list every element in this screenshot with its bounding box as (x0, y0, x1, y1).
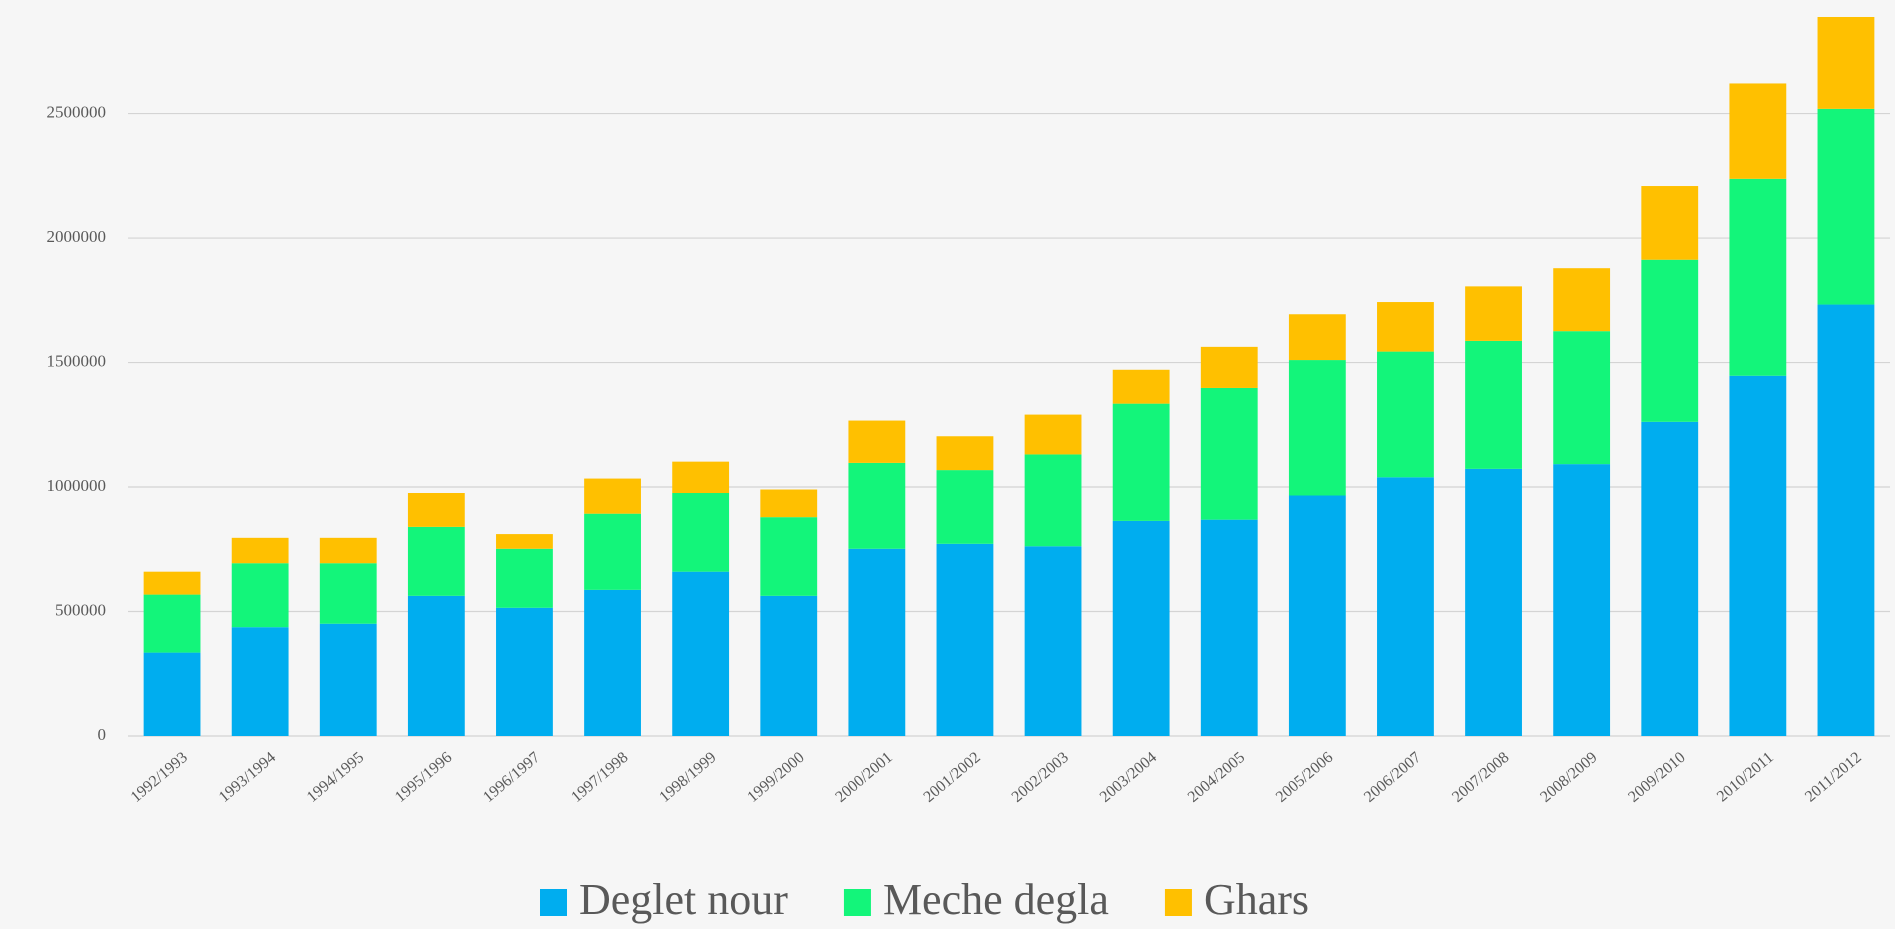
bar-segment (1377, 351, 1434, 478)
bar-segment (143, 652, 201, 736)
x-tick-label: 2002/2003 (1009, 749, 1072, 806)
bar-segment (1641, 186, 1699, 260)
x-tick-label: 2009/2010 (1625, 749, 1688, 806)
bar-segment (1024, 454, 1082, 547)
bar-segment (936, 436, 994, 471)
bar-segment (936, 470, 994, 544)
x-tick-label: 1992/1993 (128, 749, 191, 806)
x-tick-label: 2007/2008 (1449, 749, 1512, 806)
bar-segment (1288, 495, 1346, 736)
bar-segment (1641, 421, 1699, 736)
bar-segment (672, 571, 730, 736)
bar-segment (848, 420, 906, 463)
x-tick-label: 1999/2000 (744, 749, 807, 806)
y-tick-label: 1500000 (47, 351, 107, 370)
bar-segment (1024, 546, 1082, 736)
bar-segment (231, 563, 289, 628)
x-tick-label: 2010/2011 (1714, 749, 1777, 806)
bar-segment (1465, 340, 1522, 469)
bar-segment (1200, 346, 1258, 388)
legend-swatch (843, 889, 871, 916)
bar-segment (672, 493, 730, 572)
bar-segment (1200, 387, 1258, 520)
bar-segment (1729, 83, 1787, 179)
bar-segment (1288, 360, 1346, 496)
bar-segment (1817, 304, 1875, 736)
x-tick-label: 1998/1999 (656, 749, 719, 806)
legend-label: Ghars (1204, 875, 1309, 924)
bar-segment (1200, 519, 1258, 736)
bar-segment (1112, 403, 1170, 521)
bar-segment (848, 548, 906, 736)
y-tick-label: 2000000 (47, 227, 107, 246)
bar-segment (496, 607, 553, 736)
bar-segment (319, 623, 377, 736)
bar-segment (496, 534, 553, 549)
x-tick-label: 2008/2009 (1537, 749, 1600, 806)
x-tick-label: 2001/2002 (921, 749, 984, 806)
bar-segment (760, 595, 818, 736)
bar-segment (760, 517, 818, 596)
bar-segment (936, 543, 994, 736)
x-tick-label: 1995/1996 (392, 749, 455, 806)
bar-segment (319, 537, 377, 564)
bar-segment (584, 513, 641, 590)
bar-segment (1729, 178, 1787, 376)
bar-segment (1553, 268, 1611, 332)
bar-segment (1553, 331, 1611, 465)
bar-segment (1288, 314, 1346, 361)
bar-segment (1465, 468, 1522, 736)
bar-segment (407, 493, 465, 527)
bar-segment (760, 489, 818, 518)
x-tick-label: 1993/1994 (216, 749, 279, 806)
bar-segment (848, 462, 906, 549)
x-tick-label: 2005/2006 (1273, 749, 1336, 806)
y-tick-label: 0 (98, 725, 107, 744)
bar-segment (672, 461, 730, 494)
bar-segment (496, 548, 553, 608)
bar-segment (143, 571, 201, 595)
bar-segment (1377, 302, 1434, 352)
bar-segment (584, 478, 641, 514)
x-tick-label: 1994/1995 (304, 749, 367, 806)
bar-segment (1465, 286, 1522, 341)
y-tick-label: 2500000 (47, 102, 107, 121)
bar-segment (1641, 259, 1699, 422)
bar-segment (1112, 520, 1170, 736)
x-tick-label: 2006/2007 (1361, 749, 1424, 806)
y-tick-label: 1000000 (47, 476, 107, 495)
legend-swatch (1164, 889, 1192, 916)
bar-segment (407, 526, 465, 596)
x-tick-label: 2000/2001 (832, 749, 895, 806)
bar-segment (1729, 375, 1787, 736)
x-tick-label: 2011/2012 (1802, 749, 1865, 806)
x-tick-label: 2004/2005 (1185, 749, 1248, 806)
bar-segment (231, 627, 289, 736)
bar-segment (1817, 16, 1875, 109)
x-tick-label: 1997/1998 (568, 749, 631, 806)
bar-segment (143, 594, 201, 653)
bar-segment (1817, 108, 1875, 305)
bar-segment (1377, 477, 1434, 736)
bar-segment (1024, 414, 1082, 455)
legend-label: Meche degla (883, 875, 1109, 924)
x-tick-label: 2003/2004 (1097, 749, 1160, 806)
bar-segment (1553, 464, 1611, 736)
bar-segment (1112, 369, 1170, 404)
bar-segment (407, 595, 465, 736)
bar-segment (231, 537, 289, 564)
x-tick-label: 1996/1997 (480, 749, 543, 806)
legend-label: Deglet nour (579, 875, 788, 924)
legend-swatch (540, 889, 567, 916)
bar-segment (584, 589, 641, 736)
y-tick-label: 500000 (55, 600, 106, 619)
bar-segment (319, 563, 377, 624)
